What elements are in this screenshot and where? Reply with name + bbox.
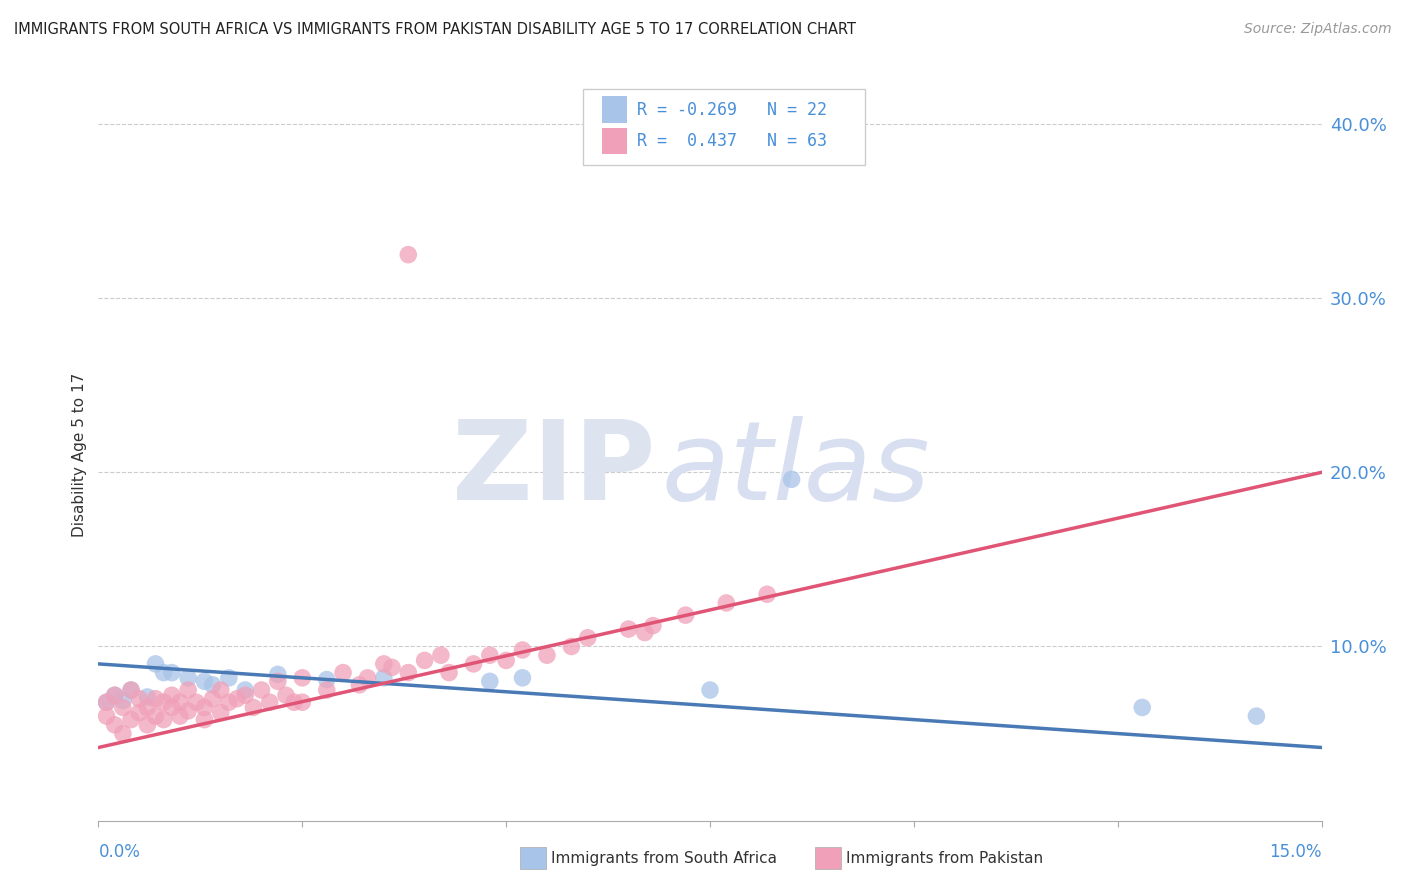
Point: [437, 665, 460, 680]
Point: [699, 683, 721, 698]
Text: R =  0.437   N = 63: R = 0.437 N = 63: [637, 132, 827, 150]
Text: 15.0%: 15.0%: [1270, 843, 1322, 861]
Point: [396, 665, 419, 680]
Point: [373, 671, 395, 685]
Point: [145, 657, 167, 671]
Point: [111, 693, 134, 707]
Point: [675, 608, 697, 623]
Point: [259, 695, 281, 709]
Y-axis label: Disability Age 5 to 17: Disability Age 5 to 17: [72, 373, 87, 537]
Text: ZIP: ZIP: [451, 416, 655, 523]
Point: [512, 671, 534, 685]
Point: [233, 688, 256, 702]
Point: [193, 700, 215, 714]
Text: atlas: atlas: [661, 416, 929, 523]
Point: [233, 683, 256, 698]
Point: [315, 673, 337, 687]
Point: [104, 718, 127, 732]
Point: [373, 657, 395, 671]
Point: [250, 683, 273, 698]
Point: [120, 713, 142, 727]
Point: [96, 695, 118, 709]
Text: Source: ZipAtlas.com: Source: ZipAtlas.com: [1244, 22, 1392, 37]
Point: [160, 665, 183, 680]
Point: [478, 648, 501, 663]
Point: [274, 688, 297, 702]
Point: [152, 695, 174, 709]
Point: [218, 671, 240, 685]
Point: [495, 653, 517, 667]
Point: [356, 671, 378, 685]
Point: [96, 709, 118, 723]
Point: [169, 695, 191, 709]
Text: Immigrants from Pakistan: Immigrants from Pakistan: [846, 851, 1043, 865]
Point: [291, 695, 314, 709]
Point: [186, 695, 208, 709]
Point: [576, 631, 599, 645]
Point: [315, 683, 337, 698]
Text: R = -0.269   N = 22: R = -0.269 N = 22: [637, 101, 827, 119]
Point: [177, 683, 200, 698]
Point: [120, 683, 142, 698]
Point: [209, 706, 232, 720]
Point: [332, 665, 354, 680]
Point: [267, 667, 290, 681]
Point: [201, 691, 224, 706]
Point: [396, 247, 419, 261]
Point: [169, 709, 191, 723]
Point: [152, 665, 174, 680]
Point: [136, 700, 159, 714]
Point: [96, 695, 118, 709]
Point: [128, 706, 150, 720]
Point: [218, 695, 240, 709]
Point: [145, 709, 167, 723]
Point: [716, 596, 738, 610]
Point: [226, 691, 249, 706]
Point: [413, 653, 436, 667]
Point: [145, 691, 167, 706]
Point: [780, 472, 803, 486]
Point: [641, 618, 664, 632]
Point: [1130, 700, 1153, 714]
Point: [160, 700, 183, 714]
Point: [120, 683, 142, 698]
Point: [617, 622, 640, 636]
Point: [201, 678, 224, 692]
Point: [560, 640, 582, 654]
Text: 0.0%: 0.0%: [98, 843, 141, 861]
Point: [634, 625, 657, 640]
Point: [193, 713, 215, 727]
Point: [152, 713, 174, 727]
Text: Immigrants from South Africa: Immigrants from South Africa: [551, 851, 778, 865]
Point: [291, 671, 314, 685]
Text: IMMIGRANTS FROM SOUTH AFRICA VS IMMIGRANTS FROM PAKISTAN DISABILITY AGE 5 TO 17 : IMMIGRANTS FROM SOUTH AFRICA VS IMMIGRAN…: [14, 22, 856, 37]
Point: [104, 688, 127, 702]
Point: [136, 718, 159, 732]
Point: [283, 695, 305, 709]
Point: [128, 691, 150, 706]
Point: [242, 700, 264, 714]
Point: [111, 700, 134, 714]
Point: [381, 660, 404, 674]
Point: [267, 674, 290, 689]
Point: [104, 688, 127, 702]
Point: [177, 704, 200, 718]
Point: [756, 587, 779, 601]
Point: [536, 648, 558, 663]
Point: [1246, 709, 1268, 723]
Point: [177, 671, 200, 685]
Point: [193, 674, 215, 689]
Point: [349, 678, 371, 692]
Point: [111, 726, 134, 740]
Point: [136, 690, 159, 704]
Point: [209, 683, 232, 698]
Point: [430, 648, 453, 663]
Point: [463, 657, 485, 671]
Point: [478, 674, 501, 689]
Point: [160, 688, 183, 702]
Point: [512, 643, 534, 657]
